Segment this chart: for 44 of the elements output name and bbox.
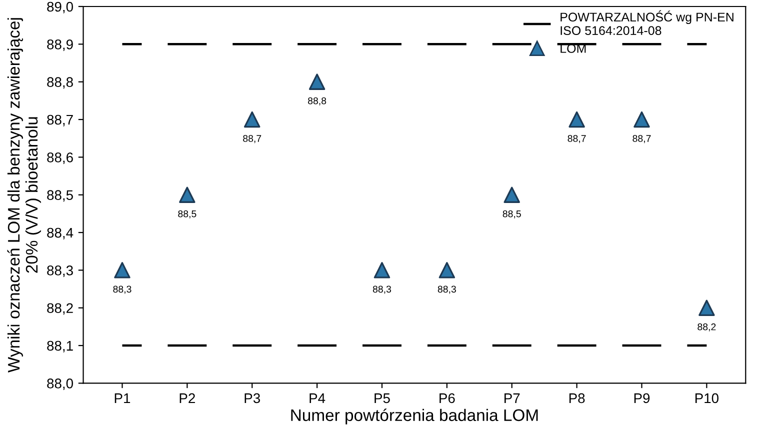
x-tick-label: P4 <box>310 393 326 403</box>
data-label: 88,3 <box>113 286 132 294</box>
x-tick-label: P6 <box>440 393 455 404</box>
x-tick-label: P7 <box>504 393 520 403</box>
data-label: 88,3 <box>372 286 392 294</box>
point <box>698 300 715 316</box>
point <box>114 262 130 278</box>
legend-label: POWTARZALNOŚĆ wg PN-EN ISO 5164:2014-08 <box>560 10 734 36</box>
x-tick-label: P2 <box>180 393 195 403</box>
data-label: 88,7 <box>632 135 651 144</box>
point <box>244 111 260 128</box>
point <box>634 111 650 128</box>
y-tick-label: 88,5 <box>47 190 73 202</box>
data-label: 88,3 <box>438 286 456 294</box>
data-label: 88,7 <box>243 135 262 144</box>
point <box>308 74 326 90</box>
point <box>568 111 585 128</box>
point <box>374 262 390 278</box>
y-tick-label: 88,4 <box>47 228 74 240</box>
point <box>504 186 520 203</box>
y-tick-label: 88,0 <box>47 378 74 390</box>
x-tick-label: P8 <box>569 393 585 404</box>
y-tick-label: 88,3 <box>47 266 73 277</box>
x-tick-label: P5 <box>374 393 390 404</box>
y-tick-label: 88,1 <box>47 340 73 352</box>
y-tick-label: 88,8 <box>47 77 73 89</box>
point <box>438 262 456 278</box>
x-axis-title: Numer powtórzenia badania LOM <box>291 408 538 424</box>
data-label: 88,7 <box>568 135 586 144</box>
y-tick-label: 88,2 <box>47 303 73 315</box>
data-label: 88,5 <box>178 210 196 218</box>
x-tick-label: P3 <box>244 393 260 404</box>
y-tick-label: 89,0 <box>47 2 74 14</box>
point <box>179 186 196 203</box>
y-tick-label: 88,7 <box>47 114 73 126</box>
data-label: 88,5 <box>502 210 521 218</box>
y-tick-label: 88,6 <box>47 152 73 164</box>
x-tick-label: P10 <box>695 393 718 404</box>
y-axis-title: Wyniki oznaczeń LOM dla benzyny zawierającej 20% (V/V) bioetanolu <box>7 18 41 373</box>
y-tick-label: 88,9 <box>47 40 73 51</box>
x-tick-label: P1 <box>114 393 130 403</box>
x-tick-label: P9 <box>634 393 650 404</box>
data-label: 88,2 <box>698 323 716 332</box>
data-label: 88,8 <box>308 97 326 106</box>
